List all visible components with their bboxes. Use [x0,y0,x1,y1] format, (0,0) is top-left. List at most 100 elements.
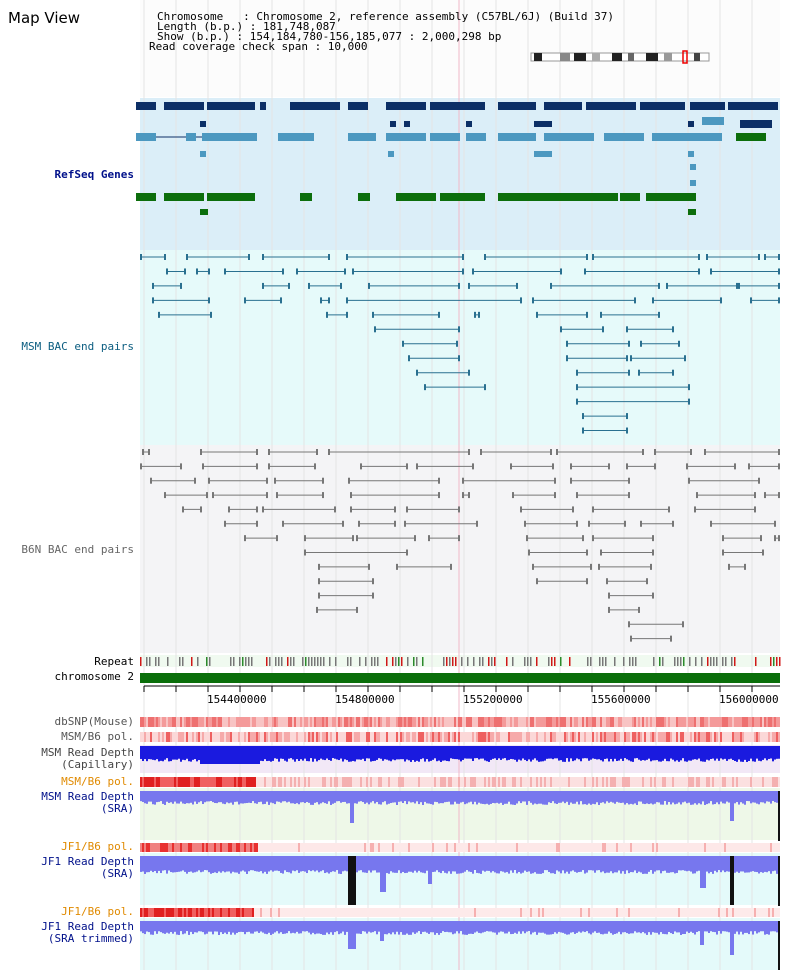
heat-cell [436,777,438,787]
heat-cell [546,777,548,787]
track-label-jf1-b6-pol-2[interactable]: JF1/B6 pol. [61,905,134,918]
depth-bar [642,921,644,933]
track-label-jf1-depth-trimmed[interactable]: JF1 Read Depth [41,920,134,933]
heat-cell [508,777,510,787]
heat-cell [674,908,676,917]
heat-cell [498,908,500,917]
heat-cell [350,908,352,917]
heat-cell [478,777,480,787]
heat-cell [512,777,514,787]
depth-bar [290,746,292,759]
depth-bar [546,791,548,805]
heat-cell [220,908,222,917]
depth-bar [236,746,238,764]
depth-bar [420,746,422,760]
heat-cell [494,777,496,787]
heat-cell [220,777,222,787]
heat-cell [726,908,728,917]
heat-cell [678,717,680,727]
depth-bar [366,746,368,759]
heat-cell [216,843,218,852]
heat-cell [234,908,236,917]
bac-end [408,355,410,362]
heat-cell [750,843,752,852]
heat-cell [384,732,386,742]
depth-bar [196,921,198,933]
track-label-refseq-genes[interactable]: RefSeq Genes [54,168,134,181]
depth-bar [220,856,222,873]
depth-bar [346,921,348,932]
heat-cell [524,777,526,787]
depth-bar [542,746,544,762]
track-label-msm-bac[interactable]: MSM BAC end pairs [21,340,134,353]
heat-cell [422,908,424,917]
bac-end [706,254,708,260]
track-label-msm-b6-pol-2[interactable]: MSM/B6 pol. [61,775,134,788]
depth-bar [146,791,148,804]
depth-bar [194,856,196,873]
depth-bar [596,921,598,933]
heat-cell [696,908,698,917]
track-label-jf1-b6-pol-1[interactable]: JF1/B6 pol. [61,840,134,853]
heat-cell [584,717,586,727]
depth-bar [692,921,694,933]
depth-bar [264,791,266,804]
track-label-jf1-depth-sra[interactable]: JF1 Read Depth [41,855,134,868]
heat-cell [320,908,322,917]
heat-cell [394,732,396,742]
heat-cell [284,843,286,852]
track-label-dbsnp[interactable]: dbSNP(Mouse) [54,715,134,728]
gene-marker [466,121,472,127]
depth-bar [494,746,496,759]
depth-bar [340,921,342,934]
depth-bar [360,856,362,871]
depth-bar [500,921,502,932]
bac-end [372,592,374,599]
heat-cell [272,777,274,787]
heat-cell [142,732,144,742]
heat-cell [712,843,714,852]
depth-bar [350,921,352,949]
heat-cell [700,908,702,917]
heat-cell [738,843,740,852]
bac-end [320,297,322,304]
bac-end [566,355,568,362]
heat-cell [368,717,370,727]
depth-bar [466,921,468,935]
heat-cell [482,732,484,742]
depth-bar [514,856,516,871]
heat-cell [526,843,528,852]
depth-bar [464,921,466,935]
heat-cell [278,843,280,852]
depth-bar [382,856,384,892]
heat-cell [688,843,690,852]
depth-bar [428,791,430,804]
depth-bar [750,856,752,872]
heat-cell [598,908,600,917]
track-label-repeat[interactable]: Repeat [94,655,134,668]
heat-cell [638,908,640,917]
heat-cell [210,777,212,787]
depth-bar [604,856,606,874]
heat-cell [652,777,654,787]
heat-cell [540,732,542,742]
bac-end [528,549,530,556]
heat-cell [564,777,566,787]
depth-bar [252,921,254,934]
heat-cell [712,908,714,917]
bac-end [296,268,298,275]
gene-block [440,193,485,201]
heat-cell [706,908,708,917]
track-label-msm-depth-sra[interactable]: MSM Read Depth [41,790,134,803]
track-label-b6n-bac[interactable]: B6N BAC end pairs [21,543,134,556]
track-label-msm-b6-pol-1[interactable]: MSM/B6 pol. [61,730,134,743]
track-label-msm-depth-capillary[interactable]: MSM Read Depth [41,746,134,759]
heat-cell [552,732,554,742]
heat-cell [744,843,746,852]
heat-cell [480,717,482,727]
heat-cell [360,843,362,852]
depth-bar [262,921,264,933]
depth-bar [384,746,386,760]
depth-bar [726,856,728,872]
